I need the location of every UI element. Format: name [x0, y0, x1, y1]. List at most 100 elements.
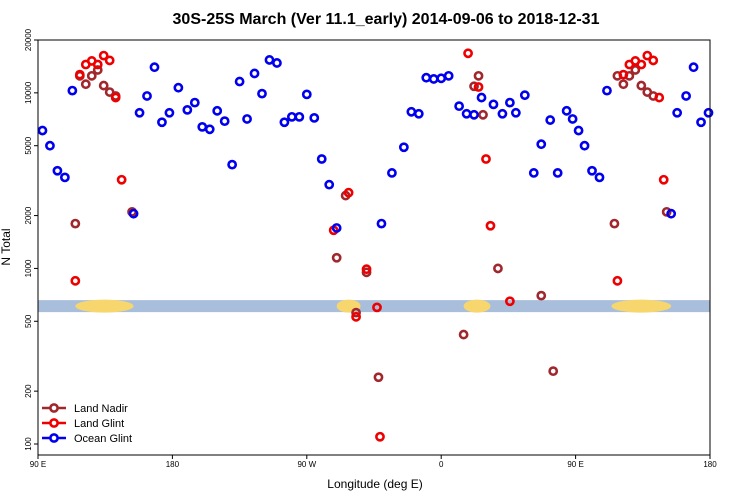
- ocean-glint-point: [272, 58, 282, 68]
- ocean-glint-point: [189, 97, 200, 108]
- land-nadir-point: [618, 79, 629, 90]
- land-glint-point: [375, 431, 385, 442]
- land-glint-point: [642, 50, 653, 61]
- ocean-glint-point: [264, 55, 275, 65]
- ocean-glint-point: [227, 159, 238, 170]
- land-nadir-point: [86, 70, 97, 81]
- land-glint-point: [116, 174, 127, 185]
- plot-frame: [37, 39, 711, 456]
- ocean-glint-point: [703, 107, 714, 118]
- ocean-glint-point: [469, 109, 479, 120]
- land-glint-point: [658, 174, 669, 185]
- ocean-glint-point: [666, 208, 677, 219]
- land-nadir-point: [373, 372, 384, 383]
- y-tick-label: 10000: [24, 81, 33, 104]
- land-nadir-point: [80, 79, 91, 90]
- ocean-glint-point: [234, 76, 245, 87]
- y-axis-label: N Total: [0, 228, 13, 265]
- ocean-glint-point: [421, 72, 432, 83]
- ocean-glint-point: [587, 165, 597, 176]
- ocean-glint-point: [504, 97, 515, 108]
- land-glint-point: [343, 187, 354, 198]
- land-glint-point: [104, 55, 115, 66]
- x-tick-label: 180: [166, 460, 180, 469]
- legend-label-land-nadir: Land Nadir: [74, 403, 128, 415]
- ocean-glint-point: [52, 165, 63, 176]
- land-nadir-point: [458, 329, 469, 340]
- ocean-glint-point: [142, 91, 152, 101]
- ocean-glint-point: [182, 104, 193, 115]
- land-glint-point: [98, 50, 109, 61]
- ocean-glint-point: [204, 124, 215, 135]
- legend-marker-land-glint: [49, 418, 59, 428]
- land-glint-point: [648, 55, 659, 66]
- land-nadir-point: [609, 218, 620, 229]
- land-glint-point: [463, 48, 473, 59]
- legend-label-ocean-glint: Ocean Glint: [74, 433, 132, 445]
- ocean-glint-point: [476, 92, 487, 103]
- x-axis: 90 E 180 90 W 0 90 E 180: [30, 455, 717, 469]
- map-strip-land: [75, 299, 134, 313]
- ocean-glint-point: [672, 107, 683, 118]
- ocean-glint-point: [536, 139, 547, 150]
- ocean-glint-point: [128, 208, 139, 219]
- ocean-glint-point: [567, 114, 578, 124]
- legend-marker-ocean-glint: [49, 433, 59, 443]
- ocean-glint-point: [309, 113, 320, 123]
- ocean-glint-point: [398, 142, 409, 153]
- y-tick-label: 2000: [24, 206, 33, 224]
- y-tick-label: 1000: [24, 259, 33, 277]
- land-nadir-point: [98, 80, 109, 91]
- x-tick-label: 180: [703, 460, 717, 469]
- land-glint-point: [473, 82, 484, 92]
- ocean-glint-point: [579, 140, 590, 151]
- y-tick-label: 5000: [24, 136, 33, 154]
- ocean-glint-point: [279, 117, 290, 128]
- ocean-glint-point: [249, 68, 260, 79]
- ocean-glint-point: [497, 108, 508, 119]
- ocean-glint-point: [454, 101, 465, 112]
- legend-marker-land-nadir: [49, 403, 59, 413]
- ocean-glint-point: [294, 111, 305, 122]
- data-points: [37, 48, 714, 442]
- land-glint-point: [70, 275, 81, 286]
- ocean-glint-point: [316, 154, 327, 164]
- land-glint-point: [618, 69, 629, 80]
- ocean-glint-point: [428, 74, 439, 84]
- land-nadir-point: [331, 252, 342, 263]
- y-tick-label: 20000: [24, 28, 33, 51]
- ocean-glint-point: [510, 107, 521, 118]
- ocean-glint-point: [443, 70, 454, 81]
- ocean-glint-point: [376, 218, 387, 229]
- land-glint-point: [481, 154, 491, 164]
- ocean-glint-point: [552, 168, 563, 178]
- chart-title: 30S-25S March (Ver 11.1_early) 2014-09-0…: [173, 11, 600, 28]
- map-strip-land: [463, 299, 491, 313]
- ocean-glint-point: [286, 111, 297, 122]
- ocean-glint-point: [134, 107, 145, 118]
- land-nadir-point: [473, 70, 484, 81]
- land-glint-point: [92, 59, 103, 70]
- ocean-glint-point: [545, 115, 556, 125]
- land-nadir-point: [478, 109, 488, 120]
- x-tick-label: 90 E: [567, 460, 583, 469]
- ocean-glint-point: [681, 91, 692, 101]
- land-nadir-point: [536, 290, 547, 301]
- y-tick-label: 200: [24, 384, 33, 398]
- ocean-glint-point: [242, 114, 252, 124]
- ocean-glint-point: [406, 106, 417, 117]
- land-glint-point: [361, 264, 372, 275]
- ocean-glint-point: [696, 117, 706, 128]
- ocean-glint-point: [212, 105, 223, 116]
- land-nadir-point: [548, 366, 559, 377]
- ocean-glint-point: [164, 107, 175, 118]
- land-glint-point: [612, 275, 623, 286]
- land-glint-point: [504, 296, 515, 307]
- land-glint-point: [372, 302, 382, 313]
- ocean-glint-point: [157, 117, 167, 128]
- x-tick-label: 90 W: [297, 460, 316, 469]
- legend-label-land-glint: Land Glint: [74, 418, 124, 430]
- ocean-glint-point: [528, 168, 539, 178]
- ocean-glint-point: [387, 168, 397, 178]
